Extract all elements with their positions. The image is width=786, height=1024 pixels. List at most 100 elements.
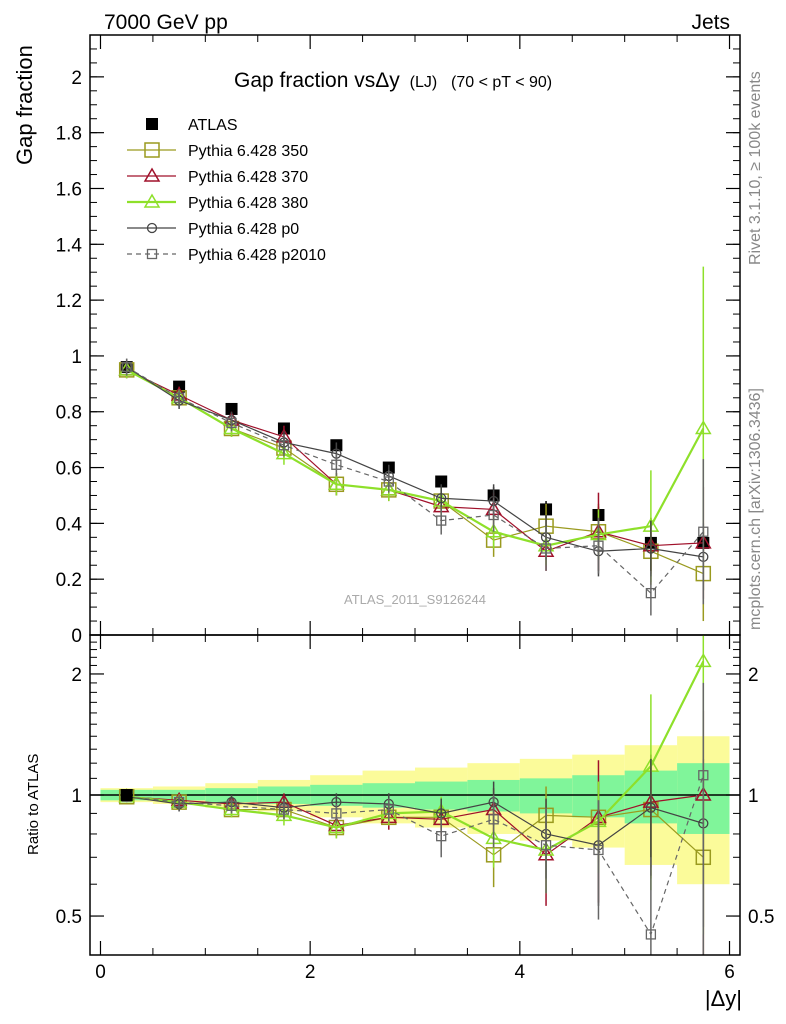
point-pythia-6-428-p2010 <box>540 543 552 554</box>
legend-label-pythia-6-428-350: Pythia 6.428 350 <box>188 143 308 160</box>
y-tick-label: 0.4 <box>56 514 83 535</box>
y-tick-label: 0.2 <box>56 570 82 591</box>
ratio-y-axis-label: Ratio to ATLAS <box>25 754 42 855</box>
y-tick-label: 1.2 <box>56 291 82 312</box>
ratio-y-tick-label-right: 1 <box>748 786 759 807</box>
series-line-pythia-6-428-380 <box>126 368 705 547</box>
y-tick-label: 2 <box>71 68 82 89</box>
series-line-pythia-6-428-p2010 <box>126 366 704 594</box>
ratio-point-pythia-6-428-380 <box>223 801 240 816</box>
header-left-label: 7000 GeV pp <box>104 11 228 34</box>
series-pythia-6-428-380 <box>118 266 712 591</box>
point-pythia-6-428-p2010 <box>383 476 394 487</box>
point-pythia-6-428-p2010 <box>173 392 185 403</box>
series-atlas <box>120 361 710 555</box>
ratio-line-pythia-6-428-p2010 <box>126 775 704 936</box>
ratio-point-pythia-6-428-p2010 <box>226 800 237 811</box>
legend-marker-pythia-6-428-380 <box>143 193 161 208</box>
header-right-label: Jets <box>691 11 730 34</box>
ratio-series-pythia-6-428-380 <box>118 635 712 935</box>
point-atlas <box>225 402 238 415</box>
ratio-point-pythia-6-428-p2010 <box>278 804 290 815</box>
legend: ATLAS Pythia 6.428 350 Pythia 6.428 370 Pyt… <box>127 117 326 264</box>
point-pythia-6-428-380 <box>695 419 712 435</box>
legend-item-pythia-6-428-380: Pythia 6.428 380 <box>127 193 308 212</box>
ratio-y-tick-label-right: 0.5 <box>748 907 774 928</box>
series-line-pythia-6-428-350 <box>126 369 704 575</box>
point-pythia-6-428-p2010 <box>278 440 290 451</box>
legend-item-pythia-6-428-p2010: Pythia 6.428 p2010 <box>127 247 326 264</box>
ratio-point-pythia-6-428-p2010 <box>540 840 552 851</box>
ratio-point-pythia-6-428-380 <box>328 819 345 834</box>
legend-marker-pythia-6-428-350 <box>144 142 160 158</box>
chart-title-tag: (LJ) <box>410 74 438 91</box>
point-pythia-6-428-p2010 <box>488 509 499 521</box>
legend-label-pythia-6-428-380: Pythia 6.428 380 <box>188 195 308 212</box>
series-pythia-6-428-370 <box>118 361 712 599</box>
series-pythia-6-428-p2010 <box>121 358 709 616</box>
point-pythia-6-428-p2010 <box>698 526 709 537</box>
chart-title-cut: (70 < pT < 90) <box>451 74 552 91</box>
x-axis-label: |Δy| <box>705 986 742 1011</box>
x-axis-ticks: 0 2 4 6 <box>95 35 735 983</box>
point-pythia-6-428-380 <box>328 475 345 491</box>
legend-item-pythia-6-428-370: Pythia 6.428 370 <box>127 167 308 186</box>
main-plot-area <box>118 266 712 622</box>
ratio-point-pythia-6-428-p2010 <box>436 831 447 842</box>
legend-marker-atlas <box>146 118 158 130</box>
point-pythia-6-428-380 <box>485 523 502 538</box>
y-tick-label: 1 <box>71 347 82 368</box>
ratio-point-pythia-6-428-p2010 <box>488 814 499 825</box>
y-tick-label: 1.8 <box>56 124 82 145</box>
point-pythia-6-428-p2010 <box>226 417 237 429</box>
series-line-pythia-6-428-p0 <box>126 366 704 558</box>
point-pythia-6-428-p2010 <box>331 459 342 470</box>
ratio-y-tick-label: 2 <box>71 665 82 686</box>
series-pythia-6-428-350 <box>118 361 712 622</box>
legend-item-atlas: ATLAS <box>146 117 238 134</box>
main-panel: 0 0.2 0.4 0.6 0.8 1 1.2 1.4 1.6 1.8 2 Gap fraction… <box>12 34 741 647</box>
ratio-point-pythia-6-428-p2010 <box>645 929 657 940</box>
y-tick-label: 0 <box>71 626 82 647</box>
series-pythia-6-428-p0 <box>121 358 709 591</box>
y-tick-label: 1.4 <box>56 235 83 256</box>
ratio-point-atlas <box>120 789 133 801</box>
point-pythia-6-428-p2010 <box>436 515 447 526</box>
ratio-point-pythia-6-428-p2010 <box>173 796 185 808</box>
x-tick-label: 6 <box>724 962 735 983</box>
point-atlas <box>435 475 448 488</box>
ratio-point-pythia-6-428-p0 <box>645 802 657 813</box>
point-pythia-6-428-p0 <box>436 493 447 504</box>
main-y-axis-label: Gap fraction <box>12 45 37 165</box>
legend-marker-pythia-6-428-370 <box>143 167 161 182</box>
chart-title: Gap fraction vsΔy (LJ) (70 < pT < 90) <box>234 69 552 92</box>
ratio-point-pythia-6-428-p2010 <box>593 844 604 856</box>
legend-marker-pythia-6-428-p0 <box>146 222 158 234</box>
legend-marker-pythia-6-428-p2010 <box>146 248 158 260</box>
legend-item-pythia-6-428-350: Pythia 6.428 350 <box>127 142 308 160</box>
main-axis-ticks: 0 0.2 0.4 0.6 0.8 1 1.2 1.4 1.6 1.8 2 <box>56 48 740 647</box>
ratio-plot-area <box>90 635 740 955</box>
rivet-label: Rivet 3.1.10, ≥ 100k events <box>747 71 764 265</box>
x-tick-label: 4 <box>515 962 526 983</box>
y-tick-label: 1.6 <box>56 179 82 200</box>
point-pythia-6-428-p2010 <box>121 361 132 373</box>
point-pythia-6-428-380 <box>275 445 293 460</box>
legend-label-pythia-6-428-370: Pythia 6.428 370 <box>188 169 308 186</box>
ratio-line-pythia-6-428-p0 <box>126 796 704 846</box>
ratio-line-pythia-6-428-380 <box>126 660 705 852</box>
legend-label-atlas: ATLAS <box>188 117 238 134</box>
ratio-y-tick-label-right: 2 <box>748 665 759 686</box>
point-pythia-6-428-p0 <box>645 543 657 554</box>
watermark-label: ATLAS_2011_S9126244 <box>344 592 486 607</box>
ratio-y-tick-label: 0.5 <box>56 907 82 928</box>
series-line-pythia-6-428-370 <box>126 369 704 552</box>
ratio-point-pythia-6-428-p2010 <box>383 804 394 815</box>
ratio-series-pythia-6-428-p2010 <box>121 682 709 955</box>
y-tick-label: 0.8 <box>56 403 82 424</box>
x-tick-label: 0 <box>95 962 106 983</box>
ratio-y-tick-label: 1 <box>71 786 82 807</box>
y-tick-label: 0.6 <box>56 459 82 480</box>
ratio-line-pythia-6-428-370 <box>126 794 704 856</box>
